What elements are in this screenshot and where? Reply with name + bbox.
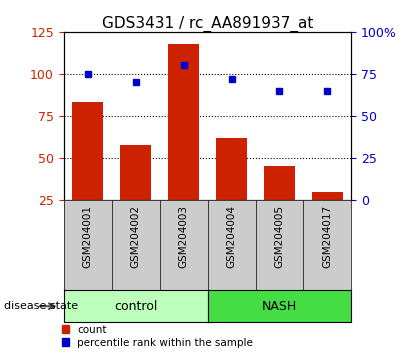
Title: GDS3431 / rc_AA891937_at: GDS3431 / rc_AA891937_at (102, 16, 313, 32)
Bar (216, 138, 247, 200)
Bar (168, 44, 199, 200)
Bar (120, 144, 151, 200)
Text: GSM204005: GSM204005 (275, 205, 284, 268)
Text: control: control (114, 300, 157, 313)
Text: GSM204002: GSM204002 (131, 205, 141, 268)
Text: GSM204004: GSM204004 (226, 205, 236, 268)
Text: GSM204001: GSM204001 (83, 205, 92, 268)
Bar (312, 192, 343, 200)
Text: GSM204003: GSM204003 (179, 205, 189, 268)
Legend: count, percentile rank within the sample: count, percentile rank within the sample (61, 324, 254, 349)
Bar (72, 103, 103, 200)
Text: disease state: disease state (4, 301, 78, 311)
Text: NASH: NASH (262, 300, 297, 313)
Bar (264, 166, 295, 200)
Text: GSM204017: GSM204017 (323, 205, 332, 268)
